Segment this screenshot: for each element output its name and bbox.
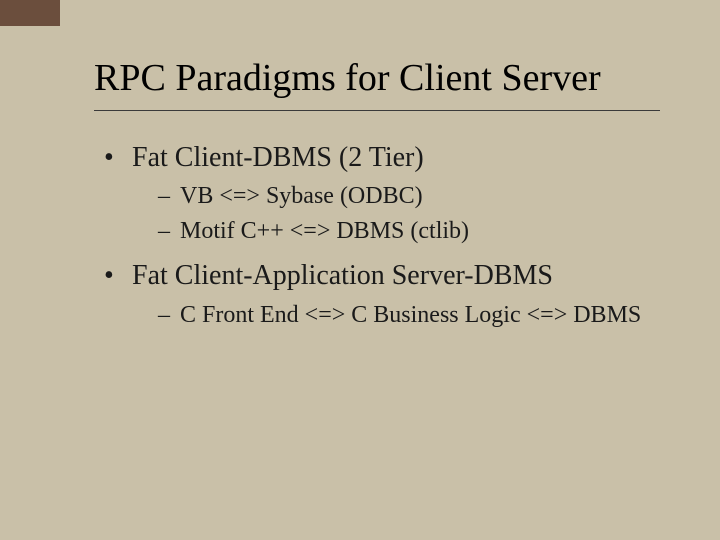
list-item: Fat Client-DBMS (2 Tier) VB <=> Sybase (…	[104, 139, 660, 248]
slide-title: RPC Paradigms for Client Server	[94, 56, 660, 102]
corner-decoration	[0, 0, 60, 26]
sub-list: VB <=> Sybase (ODBC) Motif C++ <=> DBMS …	[132, 180, 660, 247]
title-underline	[94, 110, 660, 111]
list-item: C Front End <=> C Business Logic <=> DBM…	[158, 299, 660, 331]
sub-list: C Front End <=> C Business Logic <=> DBM…	[132, 299, 660, 331]
sub-bullet-text: Motif C++ <=> DBMS (ctlib)	[180, 218, 469, 244]
bullet-text: Fat Client-DBMS (2 Tier)	[132, 142, 424, 173]
list-item: Fat Client-Application Server-DBMS C Fro…	[104, 257, 660, 331]
list-item: VB <=> Sybase (ODBC)	[158, 180, 660, 212]
sub-bullet-text: VB <=> Sybase (ODBC)	[180, 183, 423, 209]
bullet-list: Fat Client-DBMS (2 Tier) VB <=> Sybase (…	[94, 139, 660, 332]
list-item: Motif C++ <=> DBMS (ctlib)	[158, 215, 660, 247]
bullet-text: Fat Client-Application Server-DBMS	[132, 260, 553, 291]
slide-container: RPC Paradigms for Client Server Fat Clie…	[0, 0, 720, 381]
sub-bullet-text: C Front End <=> C Business Logic <=> DBM…	[180, 302, 641, 328]
